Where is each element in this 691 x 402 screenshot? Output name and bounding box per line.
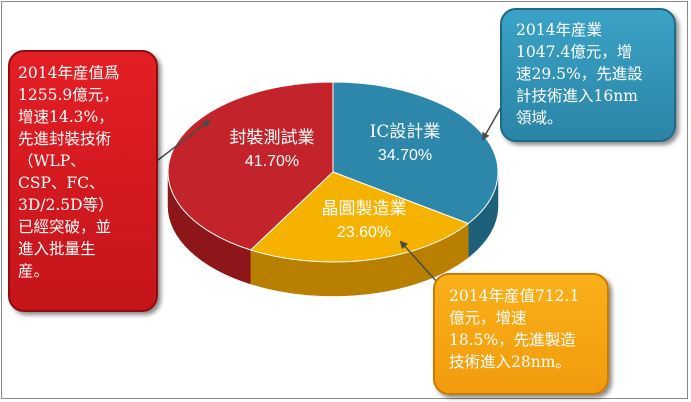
- slice-label-foundry: 晶圓製造業: [322, 199, 407, 219]
- pie-labels: 封裝測試業 41.70% IC設計業 34.70% 晶圓製造業 23.60%: [230, 122, 441, 241]
- arrow-packaging: [157, 119, 211, 161]
- pie-slice-ic-design: [332, 81, 499, 225]
- callout-foundry-text: 2014年産值712.1 億元，增速 18.5%，先進製造 技術進入28nm。: [449, 287, 580, 371]
- callout-ic-design: 2014年産業 1047.4億元，增 速29.5%，先進設 計技術進入16nm …: [500, 8, 676, 142]
- pie-slice-foundry: [249, 171, 470, 263]
- slice-value-packaging: 41.70%: [245, 153, 299, 170]
- slice-value-foundry: 23.60%: [337, 224, 391, 241]
- callout-ic-design-text: 2014年産業 1047.4億元，增 速29.5%，先進設 計技術進入16nm …: [516, 21, 643, 127]
- slice-label-packaging: 封裝測試業: [230, 128, 315, 148]
- pie-slices: [167, 81, 499, 263]
- callout-packaging-text: 2014年産值爲 1255.9億元， 增速14.3%， 先進封裝技術 （WLP、…: [18, 64, 120, 280]
- slice-label-ic-design: IC設計業: [370, 122, 441, 142]
- callout-packaging: 2014年産值爲 1255.9億元， 增速14.3%， 先進封裝技術 （WLP、…: [8, 50, 158, 312]
- slice-value-ic-design: 34.70%: [378, 147, 432, 164]
- callout-foundry: 2014年産值712.1 億元，增速 18.5%，先進製造 技術進入28nm。: [433, 273, 609, 395]
